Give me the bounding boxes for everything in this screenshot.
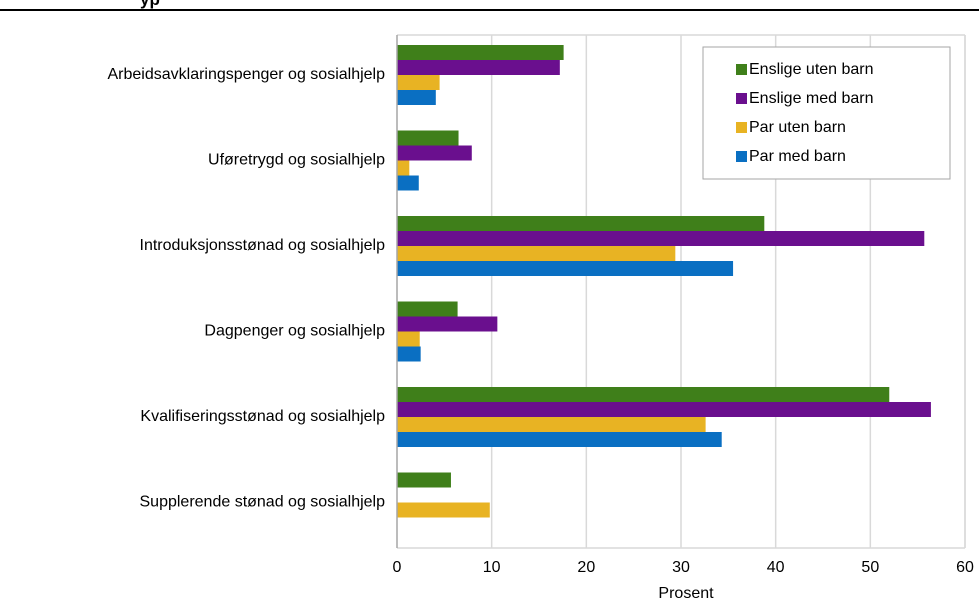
- bar: [397, 502, 490, 518]
- bar: [397, 316, 498, 332]
- legend-label: Enslige med barn: [749, 90, 874, 107]
- bar: [397, 301, 458, 317]
- x-tick-label: 50: [861, 559, 879, 576]
- x-axis-label: Prosent: [658, 585, 714, 602]
- legend: Enslige uten barn Enslige med barn Par ute…: [702, 46, 951, 180]
- category-label: Introduksjonsstønad og sosialhjelp: [140, 237, 386, 254]
- bar: [397, 387, 890, 402]
- bar: [397, 331, 420, 347]
- x-tick-labels: 0 10 20 30 40 50 60: [393, 559, 974, 576]
- category-label: Uføretrygd og sosialhjelp: [208, 152, 385, 169]
- legend-label: Enslige uten barn: [749, 61, 874, 78]
- legend-swatch: [736, 122, 747, 133]
- bar: [397, 216, 765, 231]
- legend-label: Par med barn: [749, 148, 846, 165]
- legend-label: Par uten barn: [749, 119, 846, 136]
- category-label: Supplerende stønad og sosialhjelp: [140, 494, 386, 511]
- x-tick-label: 0: [393, 559, 402, 576]
- legend-swatch: [736, 151, 747, 162]
- x-tick-label: 20: [577, 559, 595, 576]
- bar: [397, 175, 419, 191]
- bar: [397, 60, 560, 75]
- bar: [397, 402, 931, 417]
- bar: [397, 472, 451, 488]
- category-label: Kvalifiseringsstønad og sosialhjelp: [140, 408, 385, 425]
- bar: [397, 145, 472, 161]
- legend-swatch: [736, 64, 747, 75]
- bar: [397, 417, 706, 432]
- x-tick-label: 30: [672, 559, 690, 576]
- x-tick-label: 40: [767, 559, 785, 576]
- bars: [397, 45, 931, 518]
- bar: [397, 130, 459, 146]
- page-title-fragment: yp: [140, 0, 160, 10]
- bar: [397, 231, 925, 246]
- category-labels: Arbeidsavklaringspenger og sosialhjelp Uf…: [108, 66, 386, 511]
- bar: [397, 261, 734, 276]
- bar: [397, 45, 564, 60]
- header-rule: [0, 9, 979, 11]
- plot-frame: [396, 34, 966, 549]
- bar: [397, 90, 436, 105]
- bar: [397, 246, 676, 261]
- bar: [397, 160, 410, 176]
- category-label: Arbeidsavklaringspenger og sosialhjelp: [108, 66, 386, 83]
- bar: [397, 75, 440, 90]
- x-tick-label: 60: [956, 559, 974, 576]
- bar: [397, 346, 421, 362]
- category-label: Dagpenger og sosialhjelp: [204, 323, 385, 340]
- legend-swatch: [736, 93, 747, 104]
- bar: [397, 432, 722, 447]
- x-tick-label: 10: [483, 559, 501, 576]
